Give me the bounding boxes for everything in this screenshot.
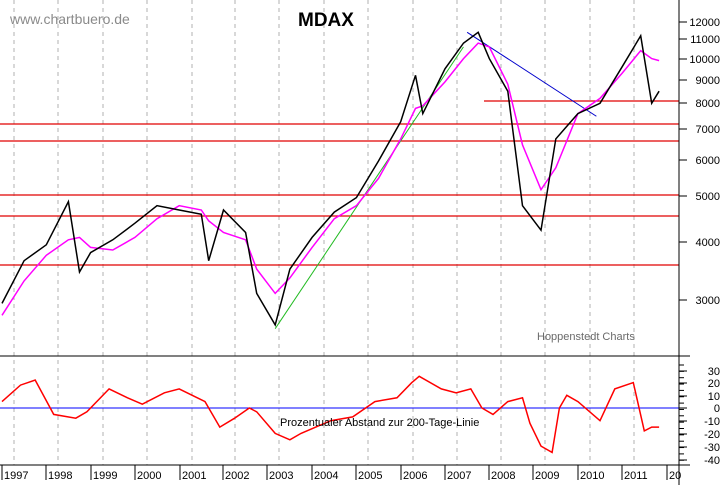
svg-text:9000: 9000	[696, 75, 720, 87]
svg-text:2004: 2004	[314, 470, 338, 482]
oscillator-label: Prozentualer Abstand zur 200-Tage-Linie	[280, 417, 480, 429]
svg-text:-20: -20	[704, 429, 720, 441]
svg-text:-30: -30	[704, 442, 720, 454]
svg-text:11000: 11000	[690, 34, 720, 46]
svg-text:2001: 2001	[182, 470, 206, 482]
support-lines	[0, 100, 679, 266]
svg-text:30: 30	[708, 366, 720, 378]
svg-text:-40: -40	[704, 455, 720, 467]
svg-text:8000: 8000	[696, 98, 720, 110]
vertical-gridlines	[13, 0, 680, 465]
svg-text:10000: 10000	[689, 54, 720, 66]
downtrend-line	[466, 31, 597, 117]
svg-text:3000: 3000	[696, 295, 720, 307]
data-credit: Hoppenstedt Charts	[537, 331, 635, 343]
svg-text:4000: 4000	[696, 237, 720, 249]
oscillator-line	[1, 375, 660, 454]
svg-text:1997: 1997	[4, 470, 28, 482]
y-axis-ticks: 12000 11000 10000 9000 8000 7000 6000 5000 4000 3…	[679, 17, 720, 467]
svg-text:1999: 1999	[93, 470, 117, 482]
svg-text:6000: 6000	[696, 155, 720, 167]
x-axis-ticks: 1997 1998 1999 2000 2001 2002 2003 2004 2005 2006…	[1, 465, 681, 482]
svg-text:2011: 2011	[624, 470, 648, 482]
svg-text:10: 10	[708, 391, 720, 403]
svg-text:20: 20	[708, 378, 720, 390]
svg-text:2003: 2003	[269, 470, 293, 482]
svg-text:2006: 2006	[403, 470, 427, 482]
svg-text:0: 0	[714, 403, 720, 415]
chart-title: MDAX	[298, 10, 354, 31]
svg-text:-10: -10	[704, 416, 720, 428]
svg-text:20: 20	[669, 470, 681, 482]
svg-text:2008: 2008	[491, 470, 515, 482]
svg-text:5000: 5000	[696, 191, 720, 203]
svg-text:2007: 2007	[447, 470, 471, 482]
svg-text:1998: 1998	[48, 470, 72, 482]
svg-text:12000: 12000	[689, 17, 720, 29]
mdax-price-line	[1, 31, 660, 327]
svg-text:2005: 2005	[358, 470, 382, 482]
svg-text:2002: 2002	[225, 470, 249, 482]
moving-average-200-line	[1, 42, 660, 316]
svg-text:2000: 2000	[137, 470, 161, 482]
svg-text:2009: 2009	[535, 470, 559, 482]
svg-text:7000: 7000	[696, 124, 720, 136]
svg-text:2010: 2010	[580, 470, 604, 482]
watermark: www.chartbuero.de	[10, 11, 130, 27]
